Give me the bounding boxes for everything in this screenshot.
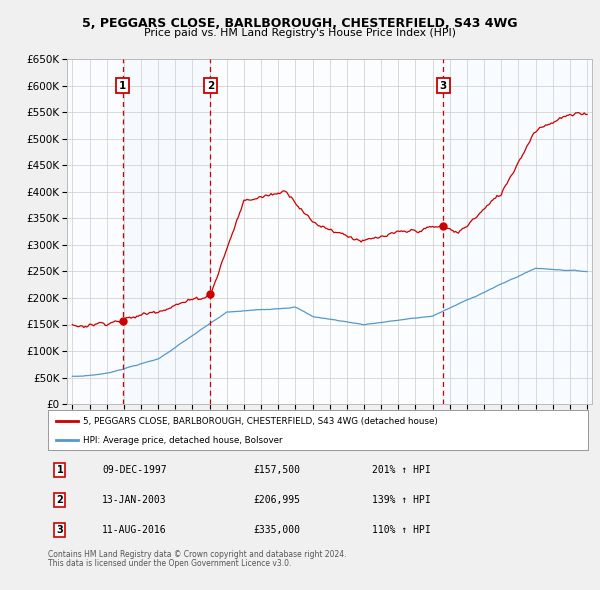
- Bar: [443, 59, 592, 404]
- Text: Price paid vs. HM Land Registry's House Price Index (HPI): Price paid vs. HM Land Registry's House …: [144, 28, 456, 38]
- Text: This data is licensed under the Open Government Licence v3.0.: This data is licensed under the Open Gov…: [48, 559, 292, 568]
- Bar: [67, 59, 123, 404]
- Text: 2: 2: [56, 495, 63, 505]
- Text: 110% ↑ HPI: 110% ↑ HPI: [372, 525, 431, 535]
- Text: 5, PEGGARS CLOSE, BARLBOROUGH, CHESTERFIELD, S43 4WG (detached house): 5, PEGGARS CLOSE, BARLBOROUGH, CHESTERFI…: [83, 417, 438, 426]
- Text: HPI: Average price, detached house, Bolsover: HPI: Average price, detached house, Bols…: [83, 435, 283, 445]
- Bar: [123, 59, 210, 404]
- Text: 139% ↑ HPI: 139% ↑ HPI: [372, 495, 431, 505]
- Text: Contains HM Land Registry data © Crown copyright and database right 2024.: Contains HM Land Registry data © Crown c…: [48, 550, 347, 559]
- Text: 1: 1: [119, 81, 127, 90]
- Text: 2: 2: [206, 81, 214, 90]
- Text: 201% ↑ HPI: 201% ↑ HPI: [372, 465, 431, 475]
- Text: £335,000: £335,000: [253, 525, 300, 535]
- Text: 1: 1: [56, 465, 63, 475]
- Text: £206,995: £206,995: [253, 495, 300, 505]
- Text: 5, PEGGARS CLOSE, BARLBOROUGH, CHESTERFIELD, S43 4WG: 5, PEGGARS CLOSE, BARLBOROUGH, CHESTERFI…: [82, 17, 518, 30]
- Bar: [210, 59, 443, 404]
- Text: 3: 3: [56, 525, 63, 535]
- Text: 3: 3: [440, 81, 447, 90]
- Text: 11-AUG-2016: 11-AUG-2016: [102, 525, 167, 535]
- Text: 13-JAN-2003: 13-JAN-2003: [102, 495, 167, 505]
- Text: 09-DEC-1997: 09-DEC-1997: [102, 465, 167, 475]
- Text: £157,500: £157,500: [253, 465, 300, 475]
